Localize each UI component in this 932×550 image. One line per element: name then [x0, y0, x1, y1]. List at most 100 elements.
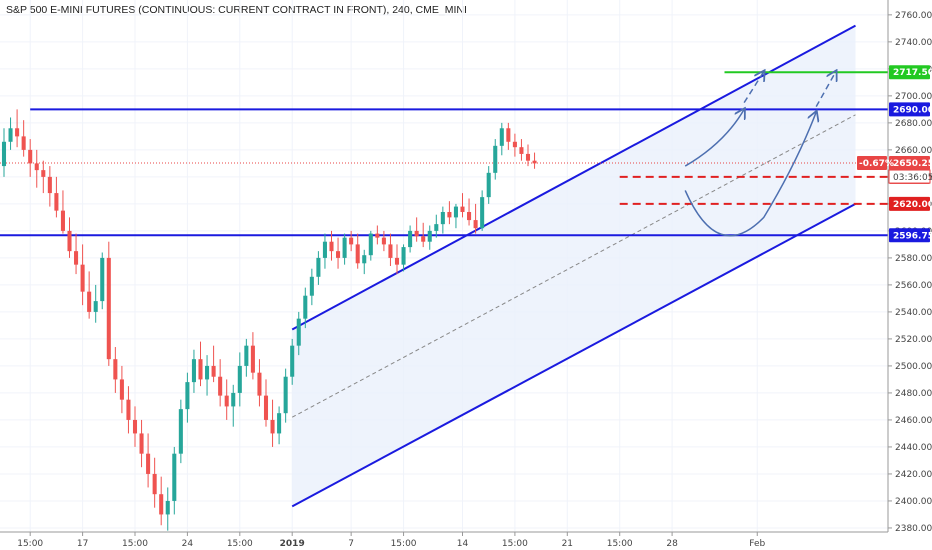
- candle-body: [453, 206, 458, 218]
- time-tick-label: 14: [457, 539, 469, 549]
- candle-body: [388, 244, 393, 258]
- price-tick-label: 2740.00: [895, 38, 932, 48]
- candlesticks: [1, 109, 537, 531]
- price-tick-label: 2760.00: [895, 11, 932, 21]
- candle-body: [178, 409, 183, 454]
- candle-body: [434, 224, 439, 231]
- price-tick-label: 2660.00: [895, 146, 932, 156]
- candle-body: [47, 176, 52, 194]
- price-tick-label: 2420.00: [895, 470, 932, 480]
- candle-body: [473, 220, 478, 229]
- candle-body: [87, 291, 92, 312]
- candle-body: [172, 453, 177, 501]
- candle-body: [525, 153, 531, 161]
- price-channel: [291, 24, 856, 508]
- time-axis[interactable]: 15:00 17 15:00 24 15:00 2019 7 15:00 14 15:00 21 15…: [0, 531, 888, 549]
- candle-body: [512, 141, 517, 148]
- candle-body: [486, 172, 491, 198]
- time-tick-label: 15:00: [607, 539, 633, 549]
- candle-body: [460, 206, 465, 212]
- price-tick-label: 2480.00: [895, 389, 932, 399]
- candle-body: [467, 211, 472, 221]
- candle-body: [394, 257, 400, 265]
- candle-body: [263, 395, 269, 420]
- change-badge-text: -0.67%: [859, 159, 894, 169]
- price-level-tag-bg: [889, 228, 930, 243]
- channel-mid-line: [291, 114, 856, 418]
- channel-lower-line: [291, 203, 856, 508]
- time-tick-label: 2019: [280, 539, 305, 549]
- time-tick-label: 15:00: [391, 539, 417, 549]
- price-tick-label: 2520.00: [895, 335, 932, 345]
- candle-body: [303, 295, 308, 319]
- time-tick-label: 28: [666, 539, 678, 549]
- price-axis[interactable]: 2380.00 2400.00 2420.00 2440.00 2460.00 2480.…: [887, 0, 932, 550]
- candle-body: [493, 145, 498, 173]
- change-badge-bg: [857, 156, 887, 171]
- candle-body: [159, 494, 164, 515]
- candle-body: [60, 210, 65, 231]
- candle-body: [205, 365, 210, 380]
- candle-body: [106, 257, 111, 360]
- candle-body: [165, 500, 170, 515]
- candle-body: [368, 233, 373, 256]
- time-tick-label: 17: [77, 539, 88, 549]
- candle-body: [499, 128, 504, 146]
- candle-body: [283, 376, 288, 414]
- candle-body: [119, 379, 124, 400]
- candle-body: [80, 264, 85, 292]
- candle-body: [362, 255, 367, 264]
- candle-body: [277, 413, 282, 434]
- price-tick-label: 2560.00: [895, 281, 932, 291]
- candle-body: [296, 318, 301, 346]
- candle-body: [342, 237, 347, 258]
- candle-body: [440, 211, 445, 225]
- candle-body: [185, 382, 190, 410]
- time-tick-label: 7: [348, 539, 354, 549]
- candle-body: [132, 419, 138, 434]
- price-level-tag-text: 2690.00: [893, 105, 932, 115]
- candle-body: [67, 230, 72, 252]
- candle-body: [126, 399, 131, 420]
- candle-body: [231, 392, 236, 407]
- candle-body: [191, 359, 196, 383]
- arrow-dashed: [743, 72, 764, 104]
- candle-body: [34, 163, 39, 171]
- candle-body: [408, 230, 413, 248]
- price-tick-label: 2400.00: [895, 497, 932, 507]
- countdown-bg: [888, 169, 931, 184]
- candle-body: [1, 141, 7, 167]
- candle-body: [146, 453, 151, 474]
- time-tick-label: 21: [562, 539, 573, 549]
- candle-body: [322, 241, 327, 258]
- candle-body: [427, 230, 432, 242]
- candle-body: [250, 345, 255, 373]
- candle-body: [21, 136, 26, 150]
- candle-body: [401, 247, 406, 265]
- candle-body: [100, 257, 105, 302]
- projection-arrows: [684, 72, 836, 237]
- time-tick-label: 24: [182, 539, 194, 549]
- candle-body: [74, 251, 79, 265]
- candle-body: [139, 433, 144, 454]
- candle-body: [218, 376, 223, 396]
- candle-body: [15, 128, 20, 137]
- countdown-text: 03:36:05: [893, 173, 932, 183]
- candle-body: [211, 365, 216, 377]
- candle-body: [447, 211, 452, 218]
- candle-body: [198, 359, 203, 380]
- candle-body: [375, 233, 380, 238]
- candle-body: [270, 419, 275, 434]
- price-level-tag-bg: [889, 196, 930, 211]
- time-tick-label: 15:00: [122, 539, 148, 549]
- candle-body: [257, 372, 262, 396]
- candle-body: [237, 365, 242, 393]
- candle-body: [93, 301, 98, 312]
- candle-body: [290, 345, 295, 377]
- price-level-tag-text: 2596.75: [893, 231, 932, 241]
- price-level-tag-bg: [889, 65, 930, 80]
- price-level-tag-text: 2620.00: [893, 200, 932, 210]
- candle-body: [480, 197, 485, 229]
- time-tick-label: 15:00: [227, 539, 253, 549]
